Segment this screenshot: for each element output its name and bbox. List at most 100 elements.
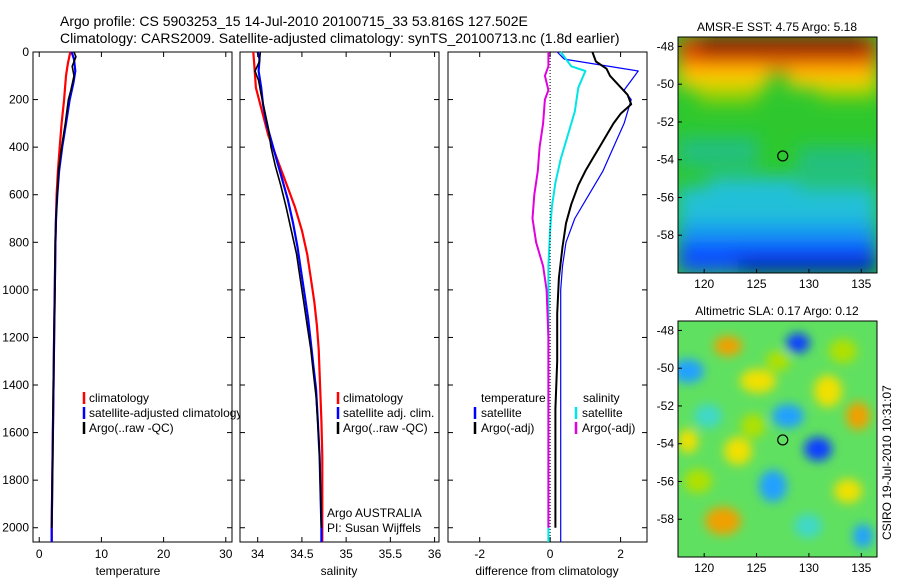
sst-field-patch [788,73,877,87]
x-tick-label: 0 [547,547,554,561]
sla-field-patch [794,514,822,538]
sst-field-patch [738,259,877,273]
difference-x-label: difference from climatology [475,564,618,578]
difference-panel: -2 0 2 difference from climatology tempera… [447,51,648,578]
y-tick-label: 200 [9,93,29,107]
salinity-lines [252,51,324,542]
depth-y-ticks: 0 200 400 600 800 1000 1200 1400 1600 1800 2000 [2,45,232,535]
legend-temperature-heading: temperature [481,391,546,405]
x-tick-label: 2 [617,547,624,561]
sla-field-patch [740,369,776,393]
y-tick-label: 800 [9,235,29,249]
sla-heatmap [678,321,877,557]
sla-map-ticks: 120 125 130 135 -48 -50 -52 -54 -56 -58 [657,323,872,575]
map-y-tick-label: -52 [657,115,675,129]
salinity-x-ticks: 34 34.5 35 35.5 36 [240,51,442,561]
map-y-tick-label: -48 [657,39,675,53]
map-y-tick-label: -48 [657,323,675,337]
sla-field-patch [714,336,742,356]
y-tick-label: 400 [9,140,29,154]
timestamp-side-label: CSIRO 19-Jul-2010 10:31:07 [880,385,894,540]
map-y-tick-label: -50 [657,361,675,375]
sst-map-panel: AMSR-E SST: 4.75 Argo: 5.18 120 125 130 135… [657,20,878,291]
sla-field-patch [786,333,810,353]
sst-map-frame [677,36,878,274]
sla-field-patch [846,402,870,430]
legend-satellite-adjusted: satellite-adjusted climatology [89,406,242,420]
legend-satellite-adj: satellite adj. clim. [343,406,434,420]
sla-field-patch [829,339,857,363]
x-tick-label: 35.5 [379,547,403,561]
y-tick-label: 1600 [2,426,29,440]
map-x-tick-label: 125 [747,561,767,575]
map-x-tick-label: 135 [851,277,871,291]
salinity-x-label: salinity [321,564,358,578]
salinity-axes-frame [239,51,440,543]
x-tick-label: 34 [251,547,265,561]
sst-field-patch [678,71,768,87]
y-tick-label: 600 [9,188,29,202]
sla-field-patch [772,404,804,428]
temperature-panel: 0 10 20 30 0 200 400 600 800 1000 1200 1400 1600 180… [2,45,242,578]
map-y-tick-label: -54 [657,437,675,451]
map-x-tick-label: 130 [799,277,819,291]
map-x-tick-label: 120 [694,277,714,291]
map-y-tick-label: -58 [657,512,675,526]
sla-field-patch [814,375,842,407]
temperature-axes-frame [32,51,233,543]
x-tick-label: 35 [339,547,353,561]
sst-field-patch [678,59,877,73]
map-y-tick-label: -58 [657,228,675,242]
legend-salinity-heading: salinity [583,391,620,405]
sst-field-patch [698,85,758,103]
x-tick-label: 34.5 [290,547,314,561]
sla-field-patch [678,359,704,383]
x-tick-label: 36 [428,547,442,561]
difference-legend: temperature salinity satellite Argo(-adj… [473,391,635,435]
legend-temp-satellite: satellite [481,406,522,420]
sst-field-patch [678,137,758,167]
y-tick-label: 1200 [2,330,29,344]
series-line-climatology [252,51,324,542]
map-y-tick-label: -52 [657,399,675,413]
x-tick-label: 10 [95,547,109,561]
figure-title-line-2: Climatology: CARS2009. Satellite-adjuste… [60,30,620,46]
figure-title-line-1: Argo profile: CS 5903253_15 14-Jul-2010 … [60,13,528,29]
sla-map-title: Altimetric SLA: 0.17 Argo: 0.12 [695,304,859,318]
x-tick-label: 20 [157,547,171,561]
series-line-argo-raw-qc [50,51,77,528]
y-tick-label: 1400 [2,378,29,392]
legend-argo: Argo(..raw -QC) [343,421,428,435]
series-line-temperature-satellite [556,51,639,542]
annotation-argo-australia: Argo AUSTRALIA [327,506,422,520]
y-tick-label: 0 [22,45,29,59]
sla-field-patch [834,479,862,503]
temperature-x-label: temperature [96,564,161,578]
map-x-tick-label: 130 [799,561,819,575]
sla-field-patch [678,429,698,453]
sla-field-patch [766,351,790,371]
x-tick-label: -2 [474,547,485,561]
sst-map-title: AMSR-E SST: 4.75 Argo: 5.18 [697,20,857,34]
temperature-legend: climatology satellite-adjusted climatolo… [82,391,242,435]
sla-field-patch [741,414,765,438]
sla-field-patch [705,507,741,535]
sla-field-patch [724,437,752,465]
sla-map-panel: Altimetric SLA: 0.17 Argo: 0.12 120 125 13… [657,304,878,575]
map-x-tick-label: 135 [851,561,871,575]
temperature-x-ticks: 0 10 20 30 [36,52,233,561]
sla-map-frame [677,320,878,558]
difference-lines [531,51,639,542]
annotation-pi: PI: Susan Wijffels [327,521,421,535]
sst-argo-location-marker [777,150,789,162]
legend-climatology: climatology [89,391,149,405]
series-line-argo-raw-qc [254,51,323,528]
salinity-panel: 34 34.5 35 35.5 36 salinity climatology sate… [239,51,442,578]
legend-sal-satellite: satellite [582,406,623,420]
series-line-temperature-argo-adj [554,51,633,528]
sla-field-patch [694,404,722,428]
sla-field-patch [853,524,873,548]
sst-map-ticks: 120 125 130 135 -48 -50 -52 -54 -56 -58 [657,39,872,291]
x-tick-label: 30 [219,547,233,561]
